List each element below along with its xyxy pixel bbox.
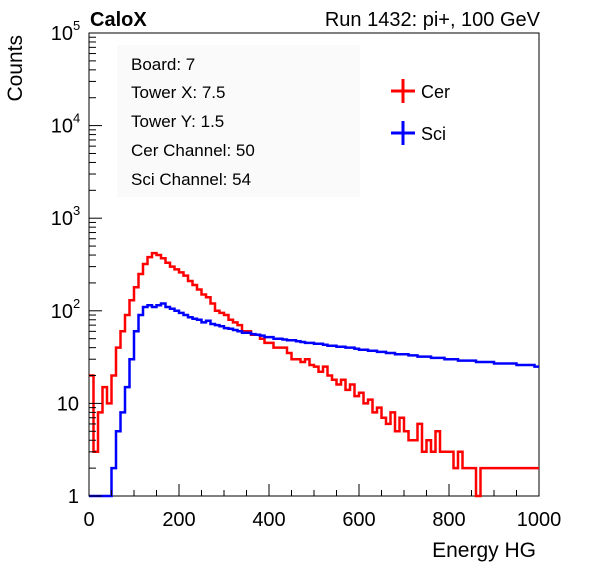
y-tick-exponent: 3 bbox=[73, 203, 80, 218]
brand-label: CaloX bbox=[90, 9, 147, 31]
y-tick-label: 1 bbox=[68, 486, 79, 508]
run-info-label: Run 1432: pi+, 100 GeV bbox=[325, 9, 541, 31]
legend-item-cer: Cer bbox=[391, 79, 450, 103]
x-tick-label: 800 bbox=[432, 509, 465, 531]
y-tick-label: 10 bbox=[51, 208, 73, 230]
info-tower-y: Tower Y: 1.5 bbox=[131, 112, 224, 131]
info-board: Board: 7 bbox=[131, 55, 195, 74]
x-tick-label: 0 bbox=[83, 509, 94, 531]
info-sci-channel: Sci Channel: 54 bbox=[131, 170, 251, 189]
y-tick-label: 10 bbox=[51, 116, 73, 138]
x-tick-label: 1000 bbox=[517, 509, 562, 531]
y-tick-label: 10 bbox=[51, 23, 73, 45]
x-tick-label: 200 bbox=[162, 509, 195, 531]
y-tick-exponent: 5 bbox=[73, 18, 80, 33]
info-box: Board: 7 Tower X: 7.5 Tower Y: 1.5 Cer C… bbox=[117, 45, 360, 197]
x-axis-label: Energy HG bbox=[432, 539, 536, 562]
y-axis-label: Counts bbox=[4, 35, 27, 102]
series-layer bbox=[89, 251, 539, 498]
legend-item-sci: Sci bbox=[391, 121, 446, 145]
series-cer-line bbox=[89, 251, 539, 498]
info-box-background bbox=[117, 45, 360, 197]
info-cer-channel: Cer Channel: 50 bbox=[131, 141, 255, 160]
y-tick-exponent: 2 bbox=[73, 296, 80, 311]
x-axis: 0 200 400 600 800 1000 bbox=[83, 484, 561, 531]
info-tower-x: Tower X: 7.5 bbox=[131, 83, 226, 102]
series-sci-line bbox=[89, 302, 539, 498]
y-tick-label: 10 bbox=[51, 301, 73, 323]
y-tick-exponent: 4 bbox=[73, 111, 80, 126]
x-tick-label: 400 bbox=[252, 509, 285, 531]
legend-sci-label: Sci bbox=[421, 124, 446, 144]
x-tick-label: 600 bbox=[342, 509, 375, 531]
y-tick-label: 10 bbox=[57, 393, 79, 415]
legend: Cer Sci bbox=[391, 79, 450, 145]
legend-cer-label: Cer bbox=[421, 82, 450, 102]
